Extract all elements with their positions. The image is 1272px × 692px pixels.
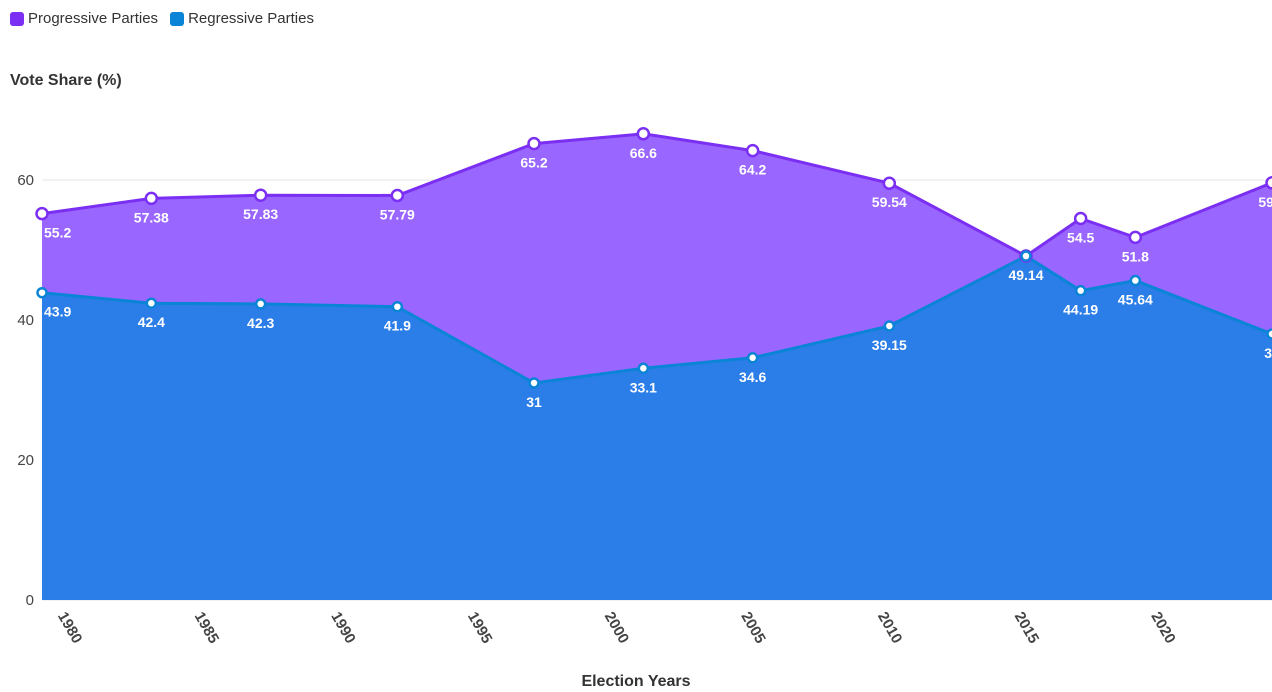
data-label-regressive: 41.9 (384, 318, 411, 334)
area-regressive (42, 256, 1272, 600)
data-label-regressive: 31 (526, 394, 542, 410)
data-label-progressive: 54.5 (1067, 230, 1094, 246)
x-tick-label: 1995 (464, 609, 495, 646)
point-regressive (746, 352, 759, 364)
y-tick-label: 40 (17, 312, 34, 329)
data-label-regressive: 45.64 (1118, 292, 1153, 308)
point-regressive (254, 298, 267, 310)
legend-item-regressive[interactable]: Regressive Parties (170, 10, 314, 27)
x-axis-title: Election Years (581, 673, 691, 690)
data-label-regressive: 33.1 (630, 379, 657, 395)
point-regressive (36, 286, 48, 299)
data-label-progressive: 59.6 (1258, 194, 1272, 210)
point-progressive (1073, 211, 1088, 226)
legend-swatch-progressive (10, 11, 24, 26)
x-tick-label: 2000 (601, 609, 632, 646)
data-label-progressive: 51.8 (1122, 248, 1149, 264)
data-label-regressive: 38 (1264, 345, 1272, 361)
area-chart: 0 20 40 60 55.2 57.38 57.83 57.79 65.2 66.6 64.2 59… (17, 127, 1272, 646)
y-tick-label: 60 (17, 172, 34, 189)
data-label-regressive: 43.9 (44, 304, 71, 320)
point-progressive (636, 127, 651, 141)
point-regressive (1129, 274, 1142, 287)
point-regressive (528, 377, 540, 389)
point-progressive (527, 136, 541, 151)
point-progressive (144, 191, 159, 206)
legend: Progressive Parties Regressive Parties (10, 10, 314, 27)
x-tick-label: 2005 (737, 609, 768, 646)
point-regressive (1020, 250, 1032, 262)
point-progressive (745, 143, 760, 158)
point-regressive (637, 362, 650, 375)
point-regressive (1266, 328, 1272, 340)
data-label-progressive: 66.6 (630, 145, 657, 161)
data-label-regressive: 42.4 (138, 314, 165, 330)
data-label-regressive: 44.19 (1063, 302, 1098, 318)
x-tick-label: 1990 (327, 609, 358, 646)
point-progressive (1265, 176, 1272, 190)
line-progressive (41, 132, 1272, 258)
data-label-progressive: 57.79 (380, 206, 415, 222)
data-label-progressive: 49.14 (1008, 267, 1043, 283)
y-tick-label: 0 (26, 592, 34, 609)
y-tick-label: 20 (17, 452, 34, 469)
data-label-progressive: 59.54 (872, 194, 907, 210)
data-label-regressive: 39.15 (872, 337, 907, 353)
y-axis-title: Vote Share (%) (10, 72, 122, 89)
data-label-progressive: 57.38 (134, 209, 169, 225)
x-tick-label: 2015 (1011, 609, 1042, 646)
legend-swatch-regressive (170, 11, 185, 26)
point-regressive (145, 297, 158, 309)
x-tick-label: 2010 (874, 609, 905, 646)
x-tick-label: 1985 (191, 609, 222, 646)
data-label-regressive: 34.6 (739, 369, 766, 385)
x-tick-label: 1980 (54, 609, 85, 646)
point-regressive (391, 300, 404, 313)
data-label-progressive: 55.2 (44, 225, 71, 241)
point-progressive (882, 176, 897, 190)
point-progressive (253, 188, 268, 202)
data-label-progressive: 65.2 (520, 155, 547, 171)
legend-label-progressive: Progressive Parties (28, 10, 159, 27)
data-label-progressive: 57.83 (243, 206, 278, 222)
point-progressive (390, 188, 405, 203)
data-label-progressive: 64.2 (739, 162, 766, 178)
point-regressive (883, 320, 896, 332)
line-regressive (41, 254, 1272, 385)
point-progressive (35, 206, 49, 221)
legend-item-progressive[interactable]: Progressive Parties (10, 10, 158, 27)
point-progressive (1128, 230, 1143, 245)
data-label-regressive: 42.3 (247, 315, 274, 331)
x-tick-label: 2020 (1147, 609, 1178, 646)
point-regressive (1074, 284, 1087, 297)
legend-label-regressive: Regressive Parties (188, 10, 314, 27)
